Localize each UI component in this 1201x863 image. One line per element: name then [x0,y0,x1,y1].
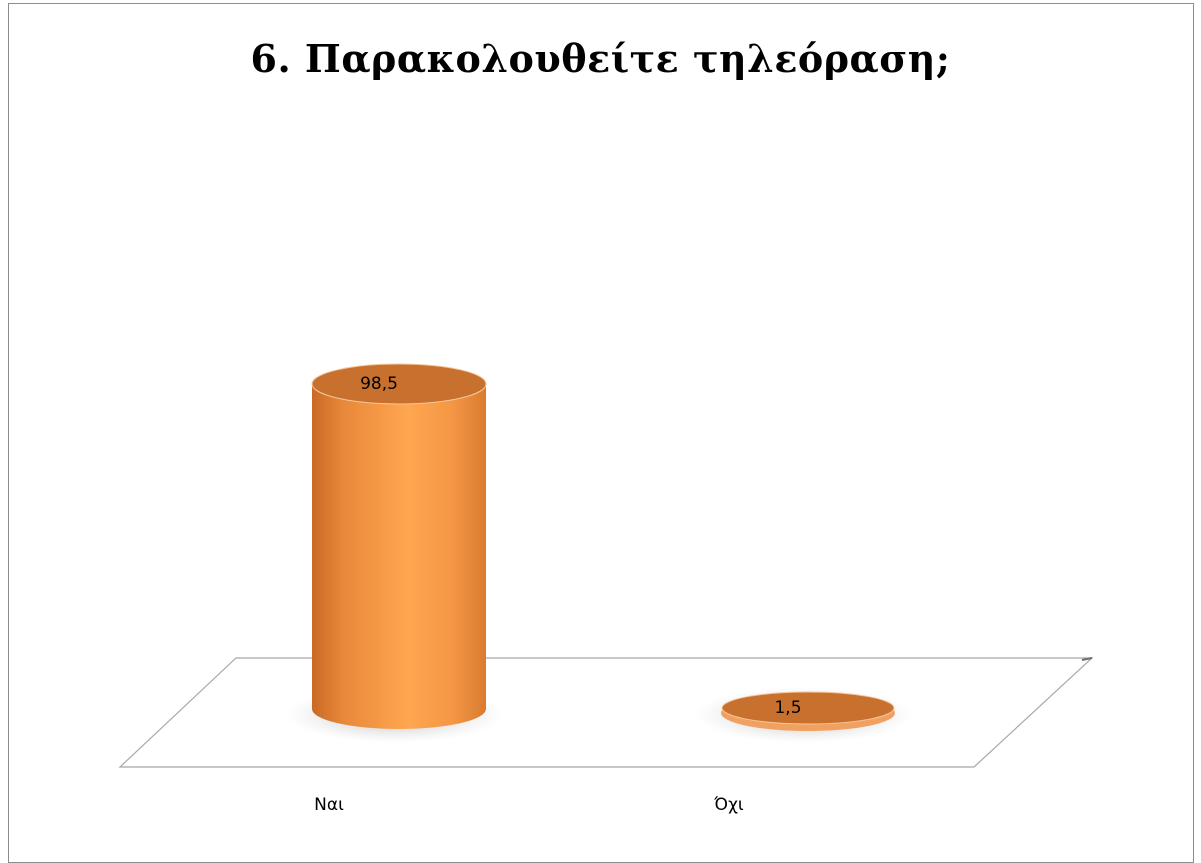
bar-top-nai [311,363,487,405]
chart-floor [118,657,1094,768]
x-tick-label-nai: Ναι [314,795,344,815]
chart-title: 6. Παρακολουθείτε τηλεόραση; [250,36,951,81]
data-label-nai: 98,5 [360,374,398,394]
x-tick-label-ochi: Όχι [713,795,744,815]
bar-top-ochi [721,691,895,725]
chart-floor-edge [1081,657,1093,661]
bar-body-nai [312,383,486,729]
data-label-ochi: 1,5 [774,698,801,718]
